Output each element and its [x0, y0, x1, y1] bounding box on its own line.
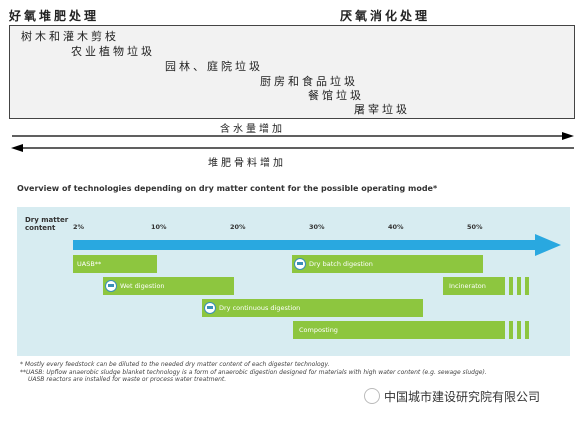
- technology-bar-incineration: Incineraton: [443, 277, 505, 295]
- waste-item: 农业植物垃圾: [71, 45, 155, 58]
- aerobic-header: 好氧堆肥处理: [9, 9, 100, 23]
- composting-dash: [509, 321, 513, 339]
- percent-tick: 40%: [388, 223, 404, 231]
- percent-tick: 10%: [151, 223, 167, 231]
- incineration-dash: [517, 277, 521, 295]
- compost-arrow-head: [11, 144, 23, 152]
- incineration-dash: [509, 277, 513, 295]
- technology-bar-uasb: UASB**: [73, 255, 157, 273]
- digester-icon: [105, 279, 117, 292]
- incineration-dash: [525, 277, 529, 295]
- percent-tick: 50%: [467, 223, 483, 231]
- footnote: UASB reactors are installed for waste or…: [28, 376, 227, 383]
- digester-icon: [294, 257, 306, 270]
- percent-tick: 30%: [309, 223, 325, 231]
- footnote: **UASB: Upflow anaerobic sludge blanket …: [20, 368, 487, 376]
- technology-bar-dry-batch: Dry batch digestion: [292, 255, 483, 273]
- digester-icon: [204, 301, 216, 314]
- waste-items-box: 树木和灌木剪枝 农业植物垃圾 园林、庭院垃圾 厨房和食品垃圾 餐馆垃圾 屠宰垃圾: [9, 25, 575, 119]
- dry-matter-arrow: [73, 234, 561, 256]
- overview-title: Overview of technologies depending on dr…: [17, 184, 438, 193]
- waste-item: 餐馆垃圾: [308, 89, 364, 102]
- waste-item: 园林、庭院垃圾: [165, 60, 263, 73]
- direction-arrows: [11, 132, 574, 152]
- percent-tick: 20%: [230, 223, 246, 231]
- footnote: * Mostly every feedstock can be diluted …: [20, 361, 330, 368]
- footnotes: * Mostly every feedstock can be diluted …: [20, 361, 560, 384]
- anaerobic-header: 厌氧消化处理: [340, 9, 431, 23]
- technology-panel: Dry matter content 2% 10% 20% 30% 40% 50…: [17, 207, 570, 356]
- waste-item: 树木和灌木剪枝: [21, 30, 119, 43]
- technology-bar-wet-digestion: Wet digestion: [103, 277, 234, 295]
- water-arrow-head: [562, 132, 574, 140]
- dry-matter-label: Dry matter content: [25, 216, 69, 232]
- wechat-icon: [364, 388, 380, 404]
- composting-dash: [525, 321, 529, 339]
- water-content-label: 含水量增加: [220, 124, 285, 135]
- technology-bar-dry-continuous: Dry continuous digestion: [202, 299, 423, 317]
- waste-item: 厨房和食品垃圾: [260, 75, 358, 88]
- watermark-text: 中国城市建设研究院有限公司: [384, 390, 541, 404]
- technology-bar-composting: Composting: [293, 321, 505, 339]
- composting-dash: [517, 321, 521, 339]
- percent-tick: 2%: [73, 223, 85, 231]
- waste-item: 屠宰垃圾: [354, 103, 410, 116]
- compost-aggregate-label: 堆肥骨料增加: [208, 158, 286, 169]
